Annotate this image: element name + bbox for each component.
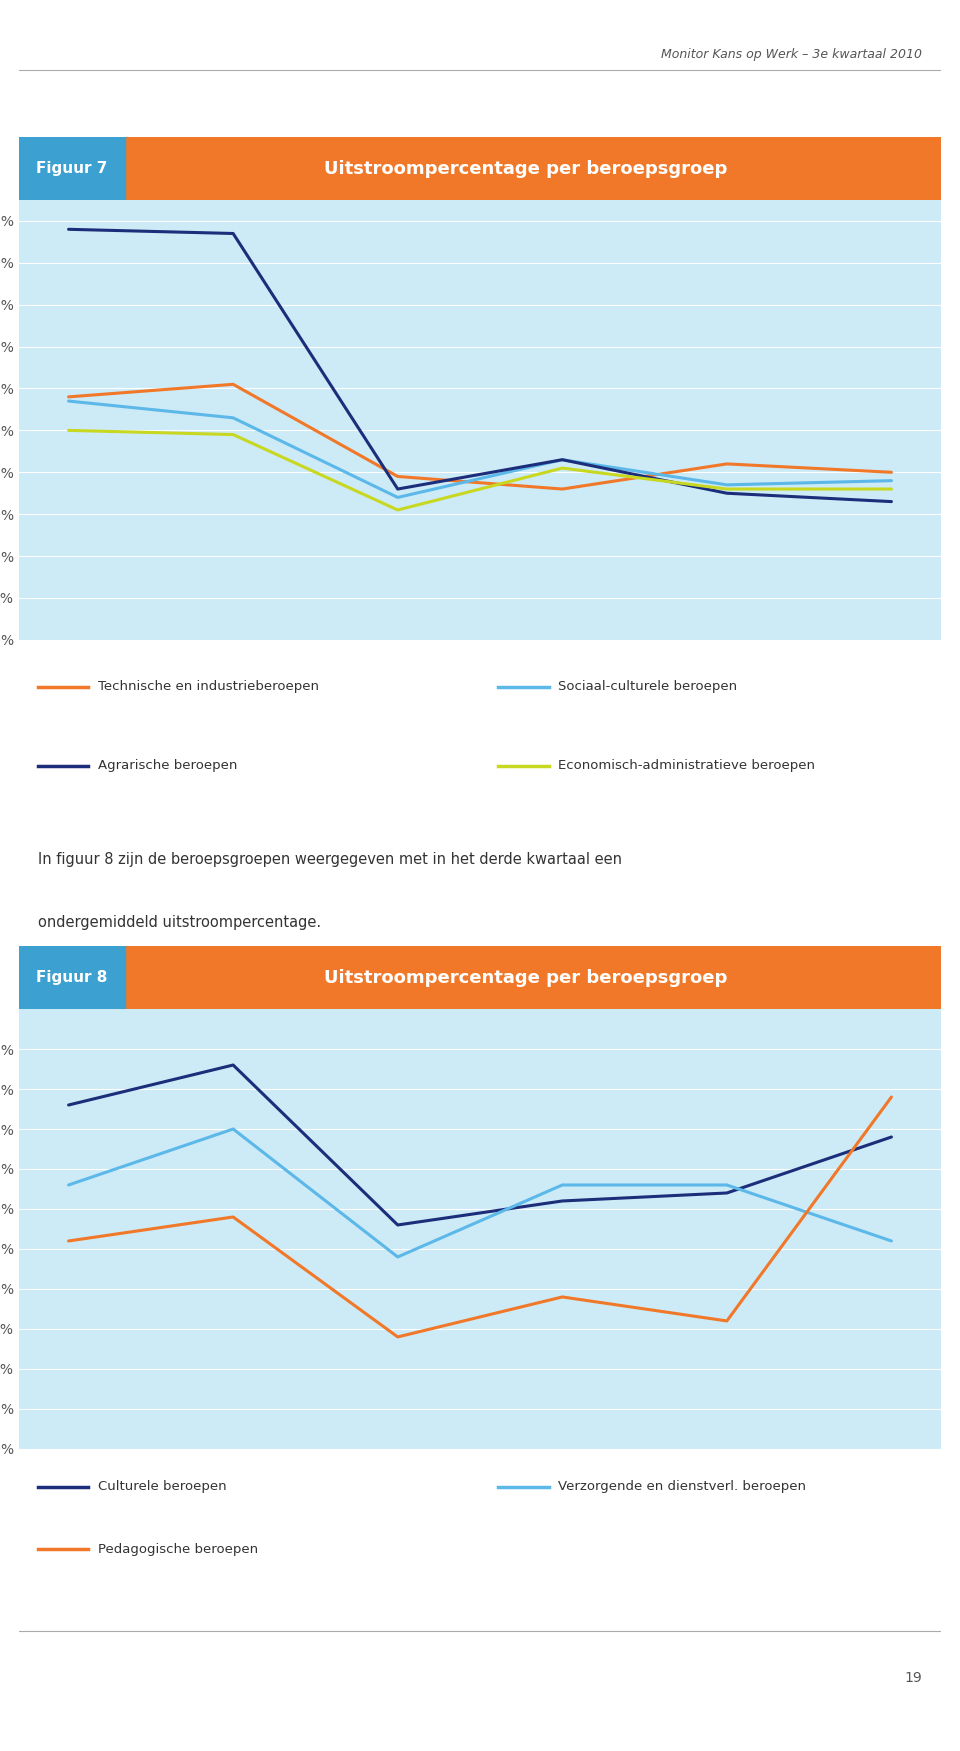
Text: Technische en industrieberoepen: Technische en industrieberoepen: [98, 681, 319, 693]
Text: Uitstroompercentage per beroepsgroep: Uitstroompercentage per beroepsgroep: [324, 968, 728, 986]
Text: In figuur 8 zijn de beroepsgroepen weergegeven met in het derde kwartaal een: In figuur 8 zijn de beroepsgroepen weerg…: [37, 853, 622, 867]
Bar: [19, 946, 125, 1009]
Text: Agrarische beroepen: Agrarische beroepen: [98, 758, 237, 772]
Text: ondergemiddeld uitstroompercentage.: ondergemiddeld uitstroompercentage.: [37, 914, 321, 930]
Text: Figuur 8: Figuur 8: [36, 970, 108, 986]
Text: Pedagogische beroepen: Pedagogische beroepen: [98, 1543, 257, 1557]
Text: Figuur 7: Figuur 7: [36, 161, 108, 177]
Text: Culturele beroepen: Culturele beroepen: [98, 1480, 227, 1494]
Text: 19: 19: [904, 1670, 923, 1684]
Text: Economisch-administratieve beroepen: Economisch-administratieve beroepen: [559, 758, 815, 772]
Text: Uitstroompercentage per beroepsgroep: Uitstroompercentage per beroepsgroep: [324, 159, 728, 177]
Bar: [19, 137, 125, 200]
Text: Monitor Kans op Werk – 3e kwartaal 2010: Monitor Kans op Werk – 3e kwartaal 2010: [661, 49, 923, 61]
Text: Sociaal-culturele beroepen: Sociaal-culturele beroepen: [559, 681, 737, 693]
Text: Verzorgende en dienstverl. beroepen: Verzorgende en dienstverl. beroepen: [559, 1480, 806, 1494]
